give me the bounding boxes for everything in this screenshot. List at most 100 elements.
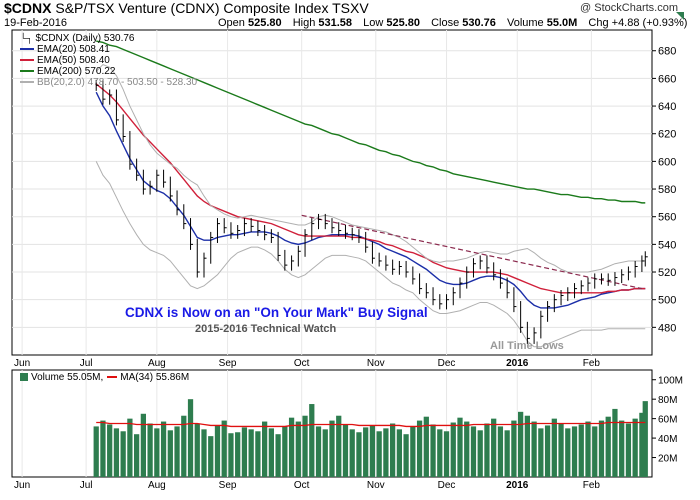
- volume-tick-label: 80M: [658, 395, 677, 406]
- volume-label: Volume: [506, 17, 544, 29]
- ema50-swatch: [20, 59, 34, 62]
- volume-bar: [228, 433, 234, 477]
- volume-bar: [605, 416, 611, 477]
- volume-ma-line: [96, 421, 646, 428]
- volume-ma-label: MA(34) 55.86M: [120, 372, 190, 383]
- volume-bar: [531, 421, 537, 477]
- buy-signal-annotation: CDNX is Now on an "On Your Mark" Buy Sig…: [125, 305, 428, 320]
- volume-bar: [201, 429, 207, 477]
- price-tick-label: 500: [658, 295, 676, 307]
- time-tick-label: Jul: [80, 480, 93, 491]
- volume-bar: [598, 420, 605, 477]
- volume-bar: [113, 428, 120, 477]
- legend-ema20: EMA(20) 508.41: [20, 44, 110, 55]
- volume-bar: [262, 421, 268, 477]
- volume-bar: [403, 434, 409, 477]
- volume-bar: [241, 427, 248, 477]
- volume-bar: [430, 424, 436, 477]
- volume-bar: [632, 418, 638, 477]
- time-tick-label: Aug: [148, 358, 166, 369]
- volume-bar: [194, 423, 200, 477]
- volume-bar: [93, 426, 99, 477]
- all-time-lows-annotation: All Time Lows: [490, 340, 564, 352]
- legend-ema200-label: EMA(200) 570.22: [37, 66, 116, 77]
- volume-swatch: [20, 373, 28, 382]
- volume-bar: [288, 417, 295, 477]
- volume-bar: [107, 424, 113, 477]
- volume-bar: [437, 429, 443, 477]
- volume-bar: [457, 417, 463, 477]
- volume-bar: [181, 415, 187, 477]
- chart-date: 19-Feb-2016: [4, 17, 67, 29]
- volume-bar: [100, 420, 106, 477]
- volume-bar: [410, 426, 416, 477]
- volume-bar: [585, 421, 591, 477]
- bb-lower-line: [95, 161, 646, 348]
- time-tick-label: Feb: [583, 480, 601, 491]
- price-panel-frame: [11, 29, 653, 356]
- index-name: S&P/TSX Venture (CDNX) Composite Index: [55, 0, 329, 16]
- legend-ema200: EMA(200) 570.22: [20, 66, 115, 77]
- volume-bar: [154, 428, 160, 477]
- volume-bar: [282, 426, 288, 477]
- chg-value: +4.88 (+0.93%): [611, 17, 688, 29]
- legend-daily-label: $CDNX (Daily) 530.76: [35, 33, 135, 44]
- volume-tick-label: 20M: [658, 454, 677, 465]
- volume-bar: [390, 423, 396, 477]
- technical-watch-annotation: 2015-2016 Technical Watch: [195, 323, 337, 335]
- time-tick-label: Oct: [294, 358, 310, 369]
- price-tick-label: 680: [658, 46, 676, 58]
- volume-bar: [619, 420, 625, 477]
- close-value: 530.76: [462, 17, 496, 29]
- volume-bar: [396, 429, 402, 477]
- legend-ema50: EMA(50) 508.40: [20, 55, 110, 66]
- volume-bar: [329, 420, 335, 477]
- volume-bar: [443, 431, 450, 477]
- price-tick-label: 640: [658, 101, 676, 113]
- volume-bar: [470, 426, 477, 477]
- legend-daily: └┐ $CDNX (Daily) 530.76: [20, 33, 134, 44]
- time-tick-label: Dec: [438, 358, 456, 369]
- volume-bar: [295, 421, 301, 477]
- volume-bar: [639, 412, 645, 477]
- volume-bar: [208, 436, 214, 477]
- volume-tick-label: 100M: [658, 376, 683, 387]
- legend-bb-label: BB(20,2.0) 478.70 - 503.50 - 528.30: [37, 77, 198, 88]
- volume-bar: [571, 426, 578, 477]
- volume-bar: [551, 418, 557, 477]
- volume-bar: [369, 425, 376, 477]
- price-tick-label: 560: [658, 212, 676, 224]
- volume-bar: [524, 415, 530, 477]
- high-value: 531.58: [318, 17, 353, 29]
- exchange: TSXV: [332, 0, 369, 16]
- volume-bar: [565, 428, 571, 477]
- volume-bar: [518, 411, 524, 477]
- time-tick-label: Aug: [148, 480, 166, 491]
- time-tick-label: 2016: [506, 480, 529, 491]
- volume-bar: [167, 430, 173, 477]
- open-label: Open: [218, 17, 245, 29]
- volume-bar: [147, 423, 153, 477]
- time-tick-label: Jul: [80, 358, 93, 369]
- ema200-swatch: [20, 70, 34, 73]
- time-tick-label: Sep: [219, 480, 237, 491]
- time-tick-label: Nov: [367, 480, 385, 491]
- volume-bar: [221, 420, 227, 477]
- volume-tick-label: 40M: [658, 434, 677, 445]
- volume-bar: [187, 399, 194, 477]
- volume-tick-label: 60M: [658, 415, 677, 426]
- price-tick-label: 480: [658, 322, 676, 334]
- volume-bar: [497, 426, 504, 477]
- time-tick-label: Jun: [14, 358, 30, 369]
- volume-bar: [356, 432, 362, 477]
- volume-bar: [504, 430, 510, 477]
- volume-bar: [309, 404, 315, 477]
- chart-title: $CDNX S&P/TSX Venture (CDNX) Composite I…: [4, 0, 369, 16]
- time-tick-label: Dec: [438, 480, 456, 491]
- volume-bar: [349, 429, 355, 477]
- volume-bar: [315, 426, 322, 477]
- time-tick-label: Sep: [219, 358, 237, 369]
- volume-bar: [134, 434, 140, 477]
- ema20-swatch: [20, 48, 34, 51]
